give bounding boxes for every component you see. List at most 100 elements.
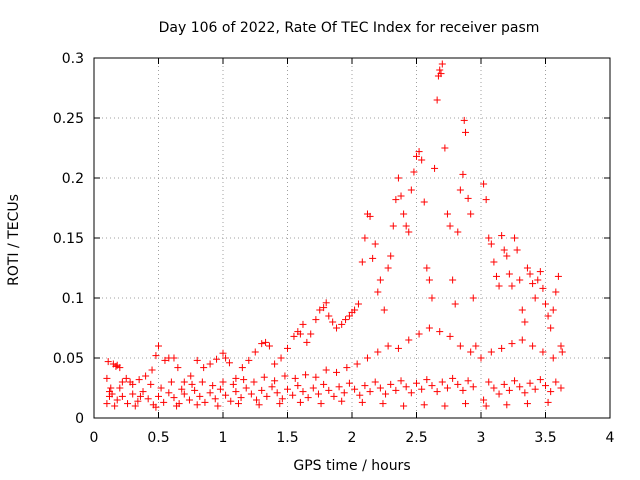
data-point (258, 386, 266, 394)
data-point (335, 383, 343, 391)
data-point (302, 371, 310, 379)
data-point (103, 400, 111, 408)
data-point (281, 372, 289, 380)
data-point (200, 364, 208, 372)
y-axis-label: ROTI / TECUs (6, 194, 22, 286)
data-point (238, 364, 246, 372)
data-point (116, 384, 124, 392)
data-point (449, 276, 457, 284)
data-point (237, 394, 245, 402)
data-point (500, 380, 508, 388)
data-point (333, 368, 341, 376)
data-point (423, 264, 431, 272)
x-tick-label: 3 (477, 430, 486, 446)
data-point (552, 288, 560, 296)
data-point (258, 340, 266, 348)
data-point (462, 400, 470, 408)
data-point (490, 384, 498, 392)
data-point (441, 402, 449, 410)
data-point (456, 186, 464, 194)
data-point (498, 344, 506, 352)
data-point (547, 388, 555, 396)
x-tick-label: 0.5 (147, 430, 169, 446)
data-point (253, 396, 261, 404)
data-point (193, 401, 201, 409)
data-point (333, 324, 341, 332)
data-point (180, 378, 188, 386)
data-point (206, 389, 214, 397)
data-point (446, 222, 454, 230)
x-tick-label: 1 (219, 430, 228, 446)
data-point (222, 354, 230, 362)
data-point (374, 288, 382, 296)
data-point (316, 306, 324, 314)
data-point (549, 354, 557, 362)
data-point (536, 376, 544, 384)
data-point (290, 332, 298, 340)
data-point (338, 320, 346, 328)
data-point (157, 384, 165, 392)
data-point (345, 312, 353, 320)
data-point (446, 332, 454, 340)
data-point (428, 382, 436, 390)
data-point (374, 348, 382, 356)
data-point (480, 396, 488, 404)
data-point (307, 330, 315, 338)
data-point (263, 392, 271, 400)
data-point (544, 398, 552, 406)
data-point (351, 385, 359, 393)
data-point (271, 377, 279, 385)
data-point (542, 382, 549, 390)
data-point (116, 364, 124, 372)
data-point (552, 378, 560, 386)
data-point (173, 402, 181, 410)
data-point (278, 395, 286, 403)
data-point (513, 246, 521, 254)
data-point (387, 380, 395, 388)
data-point (369, 254, 377, 262)
data-point (152, 403, 160, 411)
data-point (214, 402, 222, 410)
data-point (500, 246, 508, 254)
data-point (498, 232, 506, 240)
data-point (443, 210, 451, 218)
data-point (363, 354, 371, 362)
data-point (227, 397, 235, 405)
data-point (376, 384, 384, 392)
x-tick-label: 0 (90, 430, 99, 446)
data-point (366, 388, 374, 396)
tick-layer: 0 0.5 1 1.5 2 2.5 3 3.5 4 0 0.05 0.1 0.15 0.2 0.25 0.3 (53, 51, 615, 446)
data-point (407, 186, 415, 194)
data-point (320, 380, 328, 388)
data-point (392, 196, 400, 204)
data-point (345, 379, 353, 387)
data-point (131, 402, 139, 410)
data-point (531, 294, 539, 302)
data-point (170, 354, 178, 362)
data-point (296, 398, 304, 406)
data-point (312, 373, 320, 381)
data-point (539, 284, 547, 292)
data-point (400, 210, 408, 218)
data-point (330, 392, 338, 400)
data-point (405, 228, 413, 236)
data-point (521, 318, 529, 326)
data-point (112, 362, 120, 370)
data-point (529, 280, 537, 288)
data-point (134, 397, 142, 405)
data-point (511, 234, 519, 242)
data-point (356, 391, 364, 399)
y-tick-label: 0.2 (62, 171, 84, 187)
data-point (423, 376, 431, 384)
y-tick-label: 0.25 (53, 111, 84, 127)
data-point (454, 228, 462, 236)
data-point (518, 306, 526, 314)
data-point (247, 390, 255, 398)
data-point (299, 320, 307, 328)
data-point (425, 324, 433, 332)
data-point (508, 282, 516, 290)
data-point (554, 272, 562, 280)
data-point (511, 377, 519, 385)
grid-layer (94, 58, 610, 418)
data-point (296, 330, 304, 338)
